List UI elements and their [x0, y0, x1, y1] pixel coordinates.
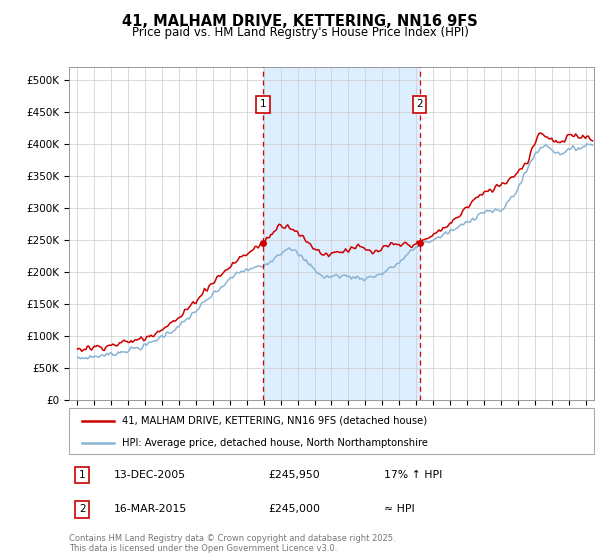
Text: ≈ HPI: ≈ HPI: [384, 505, 415, 514]
Text: 2: 2: [79, 505, 85, 514]
Text: Contains HM Land Registry data © Crown copyright and database right 2025.
This d: Contains HM Land Registry data © Crown c…: [69, 534, 395, 553]
Text: 41, MALHAM DRIVE, KETTERING, NN16 9FS (detached house): 41, MALHAM DRIVE, KETTERING, NN16 9FS (d…: [121, 416, 427, 426]
Text: £245,950: £245,950: [269, 470, 320, 480]
Text: 13-DEC-2005: 13-DEC-2005: [113, 470, 186, 480]
FancyBboxPatch shape: [69, 408, 594, 454]
Text: HPI: Average price, detached house, North Northamptonshire: HPI: Average price, detached house, Nort…: [121, 438, 427, 449]
Text: 17% ↑ HPI: 17% ↑ HPI: [384, 470, 442, 480]
Text: 1: 1: [79, 470, 85, 480]
Text: £245,000: £245,000: [269, 505, 320, 514]
Text: 16-MAR-2015: 16-MAR-2015: [113, 505, 187, 514]
Text: 1: 1: [260, 99, 266, 109]
Text: 2: 2: [416, 99, 423, 109]
Text: Price paid vs. HM Land Registry's House Price Index (HPI): Price paid vs. HM Land Registry's House …: [131, 26, 469, 39]
Text: 41, MALHAM DRIVE, KETTERING, NN16 9FS: 41, MALHAM DRIVE, KETTERING, NN16 9FS: [122, 14, 478, 29]
Bar: [263, 67, 420, 400]
